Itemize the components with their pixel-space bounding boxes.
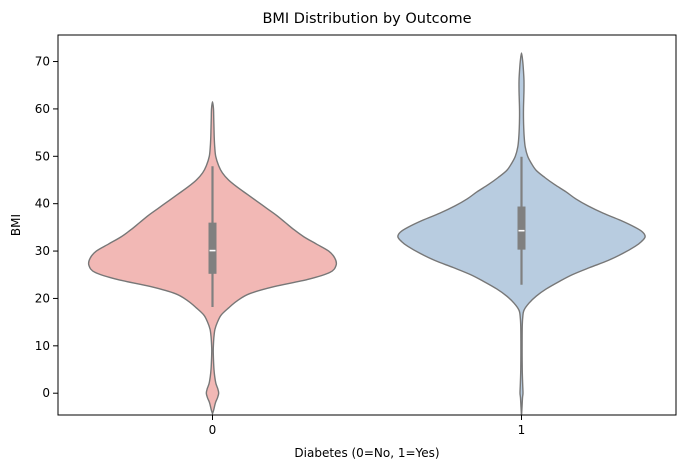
- violin-group-1: [397, 52, 646, 416]
- y-tick-label: 70: [35, 55, 50, 69]
- axes-frame: [57, 34, 677, 416]
- x-axis-label: Diabetes (0=No, 1=Yes): [294, 446, 439, 460]
- iqr-box-1: [517, 206, 526, 250]
- chart-title: BMI Distribution by Outcome: [262, 11, 471, 27]
- y-tick-label: 30: [35, 244, 50, 258]
- iqr-box-0: [208, 222, 217, 274]
- y-axis: 0 10 20 30 40 50 60 70: [35, 55, 58, 400]
- y-tick-label: 10: [35, 339, 50, 353]
- y-tick-label: 50: [35, 149, 50, 163]
- y-tick-label: 40: [35, 197, 50, 211]
- y-tick-label: 60: [35, 102, 50, 116]
- y-axis-label: BMI: [9, 214, 23, 236]
- y-tick-label: 0: [42, 386, 50, 400]
- x-tick-label: 0: [209, 423, 217, 437]
- violin-group-0: [87, 101, 338, 416]
- y-tick-label: 20: [35, 291, 50, 305]
- plot-area: [87, 52, 646, 416]
- x-tick-label: 1: [518, 423, 526, 437]
